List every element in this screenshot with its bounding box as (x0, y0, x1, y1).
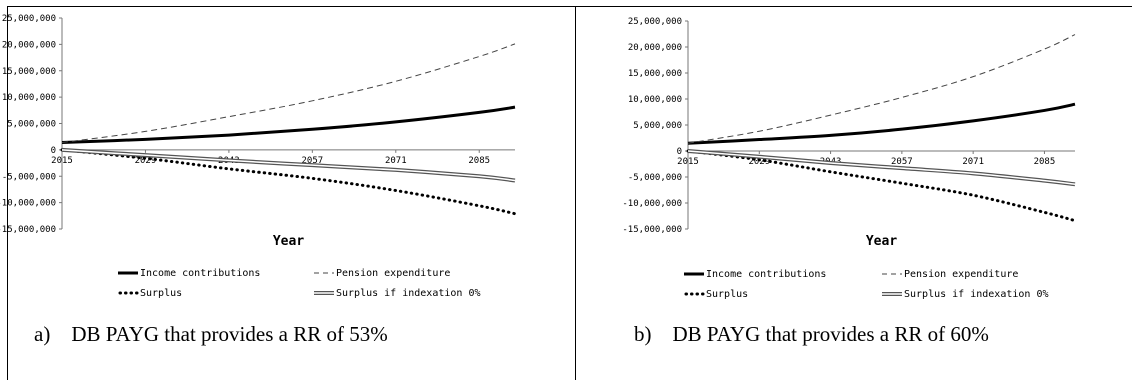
series-line-inner (687, 150, 1076, 186)
y-tick-label: -15,000,000 (0, 225, 56, 235)
legend-label: Surplus if indexation 0% (904, 289, 1049, 300)
legend-item: Income contributions (684, 269, 826, 280)
x-tick-label: 2057 (891, 157, 913, 167)
x-tick-label: 2071 (385, 156, 407, 166)
series-line-3 (61, 147, 516, 183)
legend-label: Pension expenditure (904, 269, 1018, 280)
x-tick-label: 2029 (135, 156, 157, 166)
series-line-1 (61, 43, 516, 143)
y-tick-label: 20,000,000 (2, 40, 56, 50)
series-line-0 (61, 105, 516, 144)
x-tick-label: 2015 (677, 157, 699, 167)
panel-b: 25,000,000 20,000,000 15,000,000 10,000,000… (576, 0, 1132, 380)
legend-item: Surplus (684, 289, 748, 300)
y-tick-label: -5,000,000 (628, 173, 682, 183)
x-tick-label: 2015 (51, 156, 73, 166)
legend-item: Income contributions (118, 268, 260, 279)
caption-b: b) DB PAYG that provides a RR of 60% (634, 322, 989, 346)
y-tick-label: 5,000,000 (7, 120, 56, 130)
legend-label: Surplus (706, 289, 748, 300)
y-tick-label: -15,000,000 (622, 225, 682, 235)
y-tick-label: 0 (51, 146, 56, 156)
series-line-1 (687, 34, 1076, 144)
y-tick-label: 25,000,000 (628, 17, 682, 27)
legend-item: Surplus (118, 288, 182, 299)
x-tick-label: 2029 (748, 157, 770, 167)
y-tick-label: 10,000,000 (2, 93, 56, 103)
legend-item: Pension expenditure (314, 268, 450, 279)
legend-label: Income contributions (140, 268, 260, 279)
chart-a: 25,000,000 20,000,000 15,000,000 10,000,000… (0, 14, 517, 299)
caption-a: a) DB PAYG that provides a RR of 53% (34, 322, 388, 346)
y-tick-label: 20,000,000 (628, 43, 682, 53)
y-tick-label: 0 (677, 147, 682, 157)
legend-label: Income contributions (706, 269, 826, 280)
legend-label: Pension expenditure (336, 268, 450, 279)
series-line-inner (61, 149, 516, 182)
x-tick-label: 2071 (962, 157, 984, 167)
x-tick-label: 2085 (1034, 157, 1056, 167)
legend-label: Surplus (140, 288, 182, 299)
y-tick-label: 10,000,000 (628, 95, 682, 105)
panel-a: 25,000,000 20,000,000 15,000,000 10,000,000… (0, 6, 576, 380)
series-line-3 (687, 149, 1076, 187)
series-line-2 (686, 149, 1077, 223)
y-tick-label: -10,000,000 (622, 199, 682, 209)
border-top (576, 6, 1132, 7)
y-tick-label: -10,000,000 (0, 199, 56, 209)
y-tick-label: 15,000,000 (628, 69, 682, 79)
border-divider (575, 6, 576, 380)
chart-b: 25,000,000 20,000,000 15,000,000 10,000,000… (622, 17, 1077, 300)
series-line-0 (687, 102, 1076, 145)
y-tick-label: -5,000,000 (2, 172, 56, 182)
x-tick-label: 2057 (301, 156, 323, 166)
series-line-2 (60, 148, 517, 216)
border-top (7, 6, 576, 7)
x-tick-label: 2085 (468, 156, 490, 166)
y-tick-label: 15,000,000 (2, 67, 56, 77)
y-tick-label: 5,000,000 (633, 121, 682, 131)
legend-item: Surplus if indexation 0% (314, 288, 481, 299)
border-left (7, 6, 8, 380)
legend-item: Pension expenditure (882, 269, 1018, 280)
legend-item: Surplus if indexation 0% (882, 289, 1049, 300)
legend-label: Surplus if indexation 0% (336, 288, 481, 299)
y-tick-label: 25,000,000 (2, 14, 56, 24)
x-axis-label: Year (866, 234, 897, 249)
x-axis-label: Year (273, 234, 304, 249)
